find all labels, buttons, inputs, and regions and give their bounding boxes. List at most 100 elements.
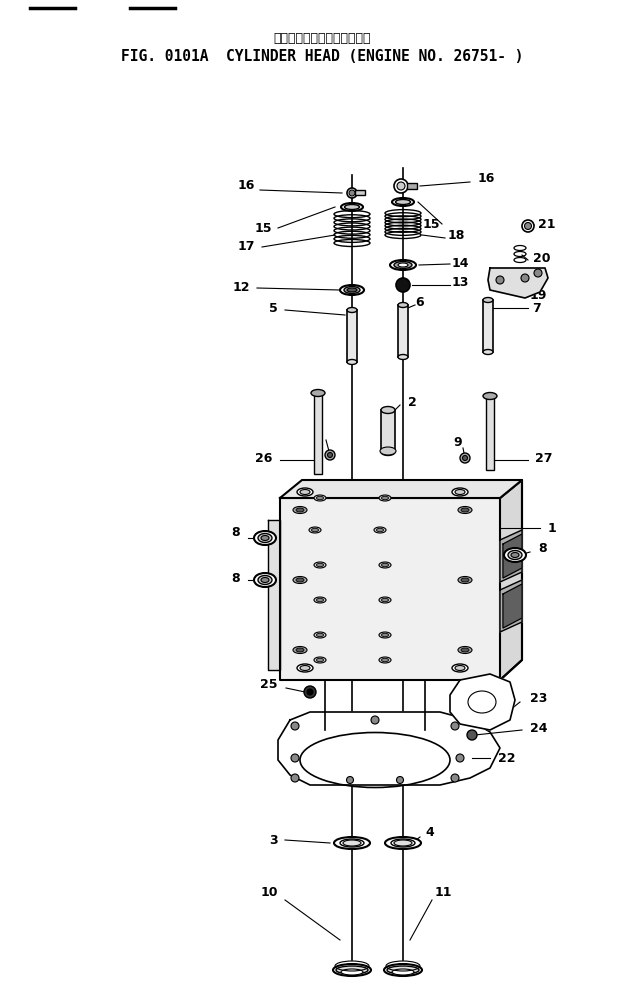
Ellipse shape <box>293 576 307 583</box>
Text: 14: 14 <box>452 257 469 270</box>
Ellipse shape <box>300 666 310 671</box>
Ellipse shape <box>314 597 326 603</box>
Ellipse shape <box>381 658 388 662</box>
Circle shape <box>328 453 332 458</box>
Text: 8: 8 <box>538 541 547 554</box>
Bar <box>355 190 365 195</box>
Ellipse shape <box>316 633 323 637</box>
Ellipse shape <box>379 657 391 663</box>
Ellipse shape <box>379 562 391 568</box>
Ellipse shape <box>511 552 519 557</box>
Ellipse shape <box>458 506 472 513</box>
Text: 1: 1 <box>548 521 557 534</box>
Ellipse shape <box>293 647 307 654</box>
Text: 10: 10 <box>261 885 278 898</box>
Circle shape <box>524 222 531 229</box>
Circle shape <box>397 182 405 190</box>
Bar <box>407 183 417 189</box>
Ellipse shape <box>258 575 272 584</box>
Circle shape <box>349 190 355 196</box>
Ellipse shape <box>398 303 408 308</box>
Ellipse shape <box>504 548 526 562</box>
Text: 8: 8 <box>231 525 240 538</box>
Ellipse shape <box>261 577 269 582</box>
Ellipse shape <box>344 287 360 294</box>
Ellipse shape <box>461 578 469 582</box>
Text: 3: 3 <box>269 834 278 846</box>
Text: 11: 11 <box>435 885 453 898</box>
Bar <box>483 300 493 352</box>
Text: 22: 22 <box>498 751 515 765</box>
Circle shape <box>396 278 410 292</box>
Circle shape <box>291 722 299 730</box>
Ellipse shape <box>387 966 419 974</box>
Text: 13: 13 <box>452 276 469 289</box>
Circle shape <box>307 689 313 695</box>
Ellipse shape <box>379 495 391 501</box>
Ellipse shape <box>334 837 370 849</box>
Polygon shape <box>280 480 522 680</box>
Ellipse shape <box>341 969 363 975</box>
Polygon shape <box>280 480 522 498</box>
Circle shape <box>304 686 316 698</box>
Text: シリンダ　ヘッド　適用号機: シリンダ ヘッド 適用号機 <box>273 31 371 44</box>
Ellipse shape <box>374 527 386 533</box>
Ellipse shape <box>293 506 307 513</box>
Polygon shape <box>268 520 280 670</box>
Text: 2: 2 <box>408 395 417 408</box>
Ellipse shape <box>309 527 321 533</box>
Text: 23: 23 <box>530 691 547 704</box>
Ellipse shape <box>316 658 323 662</box>
Circle shape <box>397 777 404 784</box>
Ellipse shape <box>452 488 468 496</box>
Circle shape <box>291 754 299 762</box>
Ellipse shape <box>381 563 388 566</box>
Ellipse shape <box>483 349 493 354</box>
Ellipse shape <box>261 535 269 540</box>
Circle shape <box>394 179 408 193</box>
Ellipse shape <box>296 508 304 512</box>
Text: 9: 9 <box>314 429 322 442</box>
Text: 7: 7 <box>532 302 541 315</box>
Ellipse shape <box>314 657 326 663</box>
Ellipse shape <box>392 969 414 975</box>
Ellipse shape <box>392 198 414 206</box>
Ellipse shape <box>394 262 412 269</box>
Circle shape <box>521 274 529 282</box>
Ellipse shape <box>381 449 395 456</box>
Text: 24: 24 <box>530 721 547 734</box>
Ellipse shape <box>316 496 323 500</box>
Circle shape <box>534 269 542 277</box>
Circle shape <box>346 777 354 784</box>
Ellipse shape <box>395 199 410 204</box>
Ellipse shape <box>297 488 313 496</box>
Bar <box>381 410 395 452</box>
Text: 21: 21 <box>538 217 556 230</box>
Polygon shape <box>450 674 515 730</box>
Polygon shape <box>500 480 522 680</box>
Text: 8: 8 <box>231 571 240 584</box>
Ellipse shape <box>345 204 359 209</box>
Text: 4: 4 <box>425 826 434 838</box>
Text: 25: 25 <box>261 678 278 691</box>
Ellipse shape <box>381 496 388 500</box>
Polygon shape <box>503 534 522 578</box>
Bar <box>486 395 494 470</box>
Text: 5: 5 <box>269 302 278 315</box>
Ellipse shape <box>483 392 497 399</box>
Text: 15: 15 <box>254 221 272 234</box>
Ellipse shape <box>384 964 422 976</box>
Circle shape <box>462 456 468 461</box>
Circle shape <box>460 453 470 463</box>
Ellipse shape <box>508 550 522 559</box>
Ellipse shape <box>377 528 383 532</box>
Ellipse shape <box>297 664 313 672</box>
Ellipse shape <box>398 263 408 267</box>
Ellipse shape <box>458 576 472 583</box>
Ellipse shape <box>380 447 396 455</box>
Ellipse shape <box>296 578 304 582</box>
Polygon shape <box>503 584 522 628</box>
Text: 9: 9 <box>453 436 462 449</box>
Bar <box>398 305 408 357</box>
Ellipse shape <box>452 664 468 672</box>
